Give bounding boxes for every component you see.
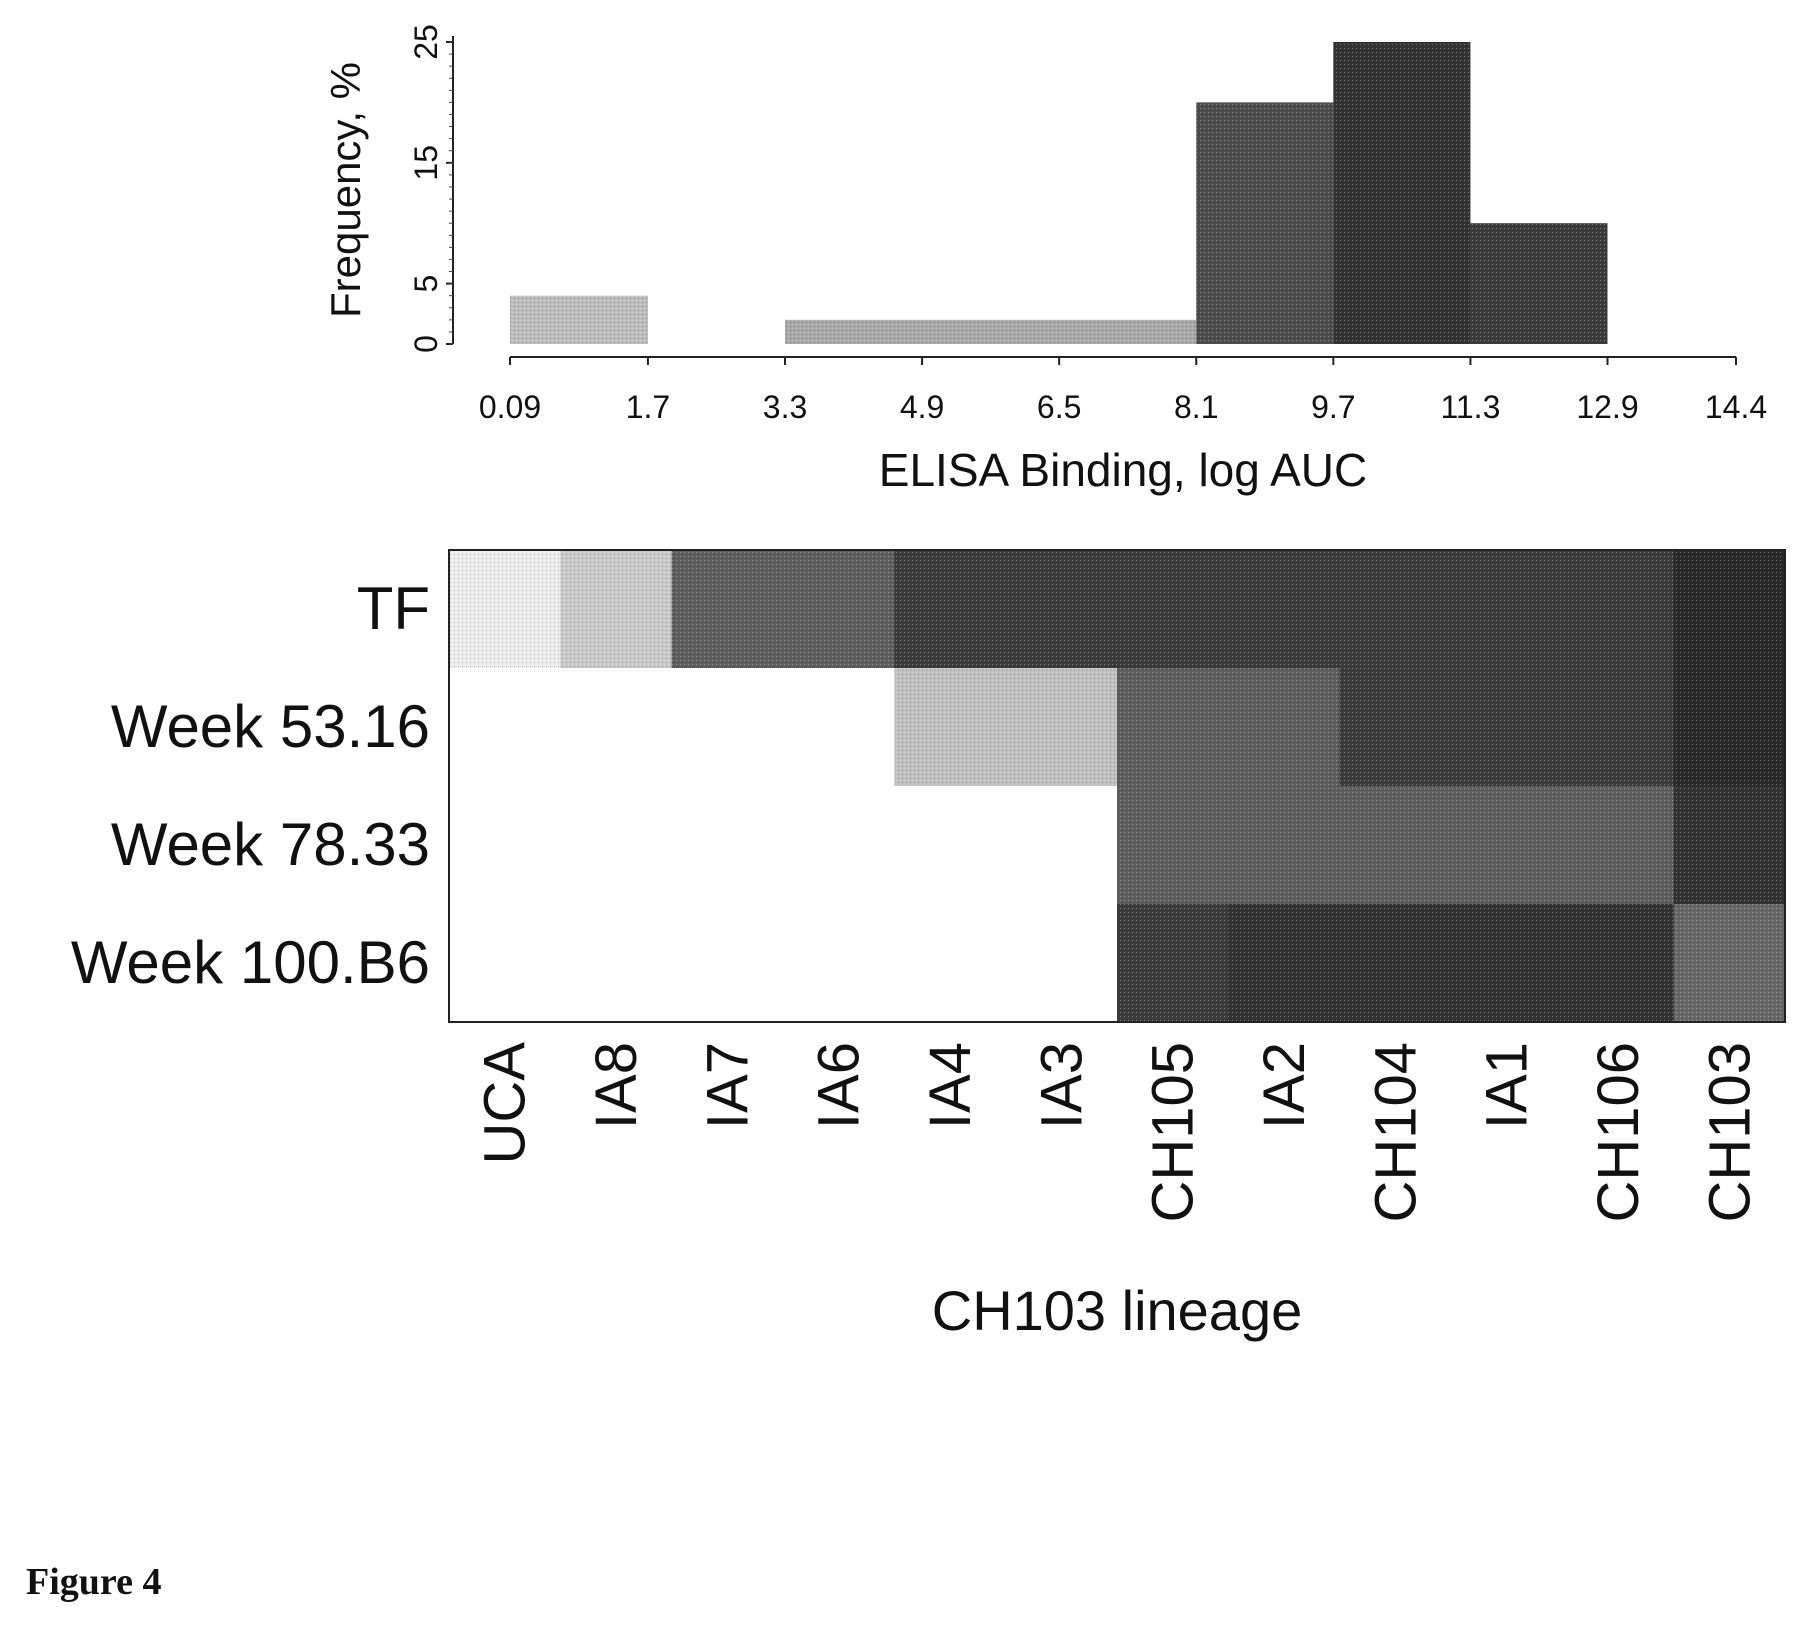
- heatmap-cell-texture: [1673, 668, 1786, 787]
- histogram-bars: [510, 42, 1608, 345]
- heatmap-cell: [449, 786, 561, 905]
- heatmap-cell-texture: [1228, 904, 1341, 1023]
- heatmap-cell: [783, 904, 895, 1023]
- heatmap-cell-texture: [1117, 550, 1229, 669]
- heatmap-cell-texture: [1228, 668, 1341, 787]
- histogram-bar-texture: [1333, 42, 1471, 344]
- heatmap-cell-texture: [1451, 786, 1563, 905]
- heatmap-cell-texture: [1562, 786, 1675, 905]
- heatmap-cell-texture: [1339, 786, 1452, 905]
- histogram-bar-texture: [510, 295, 648, 344]
- histogram-bar-texture: [1470, 223, 1608, 344]
- heatmap-x-axis-label: CH103 lineage: [932, 1279, 1302, 1342]
- heatmap-cell-texture: [1673, 904, 1786, 1023]
- histogram-x-tick-label: 8.1: [1174, 389, 1218, 425]
- heatmap-column-label: IA4: [918, 1042, 983, 1129]
- heatmap-cell-texture: [1339, 550, 1452, 669]
- heatmap-chart: TF Week 53.16 Week 78.33 Week 100.B6 UCA IA8…: [71, 549, 1786, 1342]
- heatmap-cell-texture: [1451, 550, 1563, 669]
- heatmap-cell: [671, 668, 784, 787]
- heatmap-cell: [1005, 904, 1118, 1023]
- heatmap-cell-texture: [1228, 550, 1341, 669]
- heatmap-column-label: IA6: [807, 1042, 872, 1129]
- histogram-x-tick-label: 0.09: [479, 389, 541, 425]
- heatmap-column-label: IA3: [1029, 1042, 1094, 1129]
- histogram-y-tick-label: 0: [408, 335, 444, 353]
- heatmap-cell-texture: [449, 550, 561, 669]
- heatmap-cell-texture: [1339, 668, 1452, 787]
- heatmap-column-label: IA8: [584, 1042, 649, 1129]
- histogram-bar-texture: [785, 319, 1197, 344]
- histogram-y-ticks: 0 5 15 25: [408, 24, 453, 353]
- histogram-x-tick-label: 12.9: [1576, 389, 1638, 425]
- histogram-chart: 0 5 15 25 0.09 1.7 3.3 4.9 6.5 8.1 9.7 11.3 12.9 14.…: [322, 24, 1767, 496]
- heatmap-cell-texture: [1228, 786, 1341, 905]
- heatmap-cell-texture: [1673, 550, 1786, 669]
- heatmap-column-label: CH105: [1141, 1042, 1206, 1223]
- histogram-x-tick-label: 9.7: [1311, 389, 1355, 425]
- heatmap-cell: [449, 668, 561, 787]
- histogram-y-axis-label: Frequency, %: [322, 62, 369, 318]
- histogram-x-tick-label: 14.4: [1705, 389, 1767, 425]
- histogram-x-tick-label: 4.9: [900, 389, 944, 425]
- heatmap-cell-texture: [1562, 904, 1675, 1023]
- histogram-x-tick-label: 6.5: [1037, 389, 1081, 425]
- heatmap-cell-texture: [1339, 904, 1452, 1023]
- histogram-x-axis-label: ELISA Binding, log AUC: [879, 444, 1367, 496]
- heatmap-cell: [449, 904, 561, 1023]
- heatmap-column-label: CH103: [1697, 1042, 1762, 1223]
- heatmap-cell-texture: [1562, 550, 1675, 669]
- heatmap-column-label: IA1: [1475, 1042, 1540, 1129]
- heatmap-column-labels: UCA IA8 IA7 IA6 IA4 IA3 CH105 IA2 CH104 IA1 CH106 C…: [473, 1042, 1763, 1223]
- heatmap-cell: [560, 904, 673, 1023]
- heatmap-column-label: UCA: [473, 1042, 538, 1165]
- heatmap-cell-texture: [1673, 786, 1786, 905]
- heatmap-cell-texture: [1451, 668, 1563, 787]
- heatmap-cell-texture: [1005, 550, 1118, 669]
- heatmap-cell-texture: [783, 550, 895, 669]
- heatmap-row-label: Week 78.33: [111, 811, 430, 878]
- histogram-x-tick-label: 1.7: [626, 389, 670, 425]
- heatmap-column-label: CH104: [1363, 1042, 1428, 1223]
- histogram-x-ticks: 0.09 1.7 3.3 4.9 6.5 8.1 9.7 11.3 12.9 14.4: [479, 357, 1767, 425]
- heatmap-cell: [894, 786, 1007, 905]
- heatmap-cell-texture: [1005, 668, 1118, 787]
- heatmap-cell-texture: [1451, 904, 1563, 1023]
- heatmap-row-label: Week 53.16: [111, 693, 430, 760]
- histogram-y-tick-label: 25: [408, 24, 444, 60]
- heatmap-row-label: Week 100.B6: [71, 929, 430, 996]
- heatmap-cell-texture: [671, 550, 784, 669]
- heatmap-cell-texture: [1562, 668, 1675, 787]
- heatmap-row-labels: TF Week 53.16 Week 78.33 Week 100.B6: [71, 575, 430, 996]
- heatmap-cell: [560, 668, 673, 787]
- figure-label: Figure 4: [26, 1561, 162, 1603]
- heatmap-cell-texture: [1117, 786, 1229, 905]
- heatmap-cell: [671, 786, 784, 905]
- heatmap-cell-texture: [560, 550, 673, 669]
- heatmap-cells: [449, 550, 1786, 1023]
- heatmap-cell: [783, 668, 895, 787]
- histogram-bar-texture: [1196, 102, 1334, 345]
- heatmap-frame: [448, 549, 1786, 1023]
- heatmap-column-label: CH106: [1586, 1042, 1651, 1223]
- histogram-x-tick-label: 3.3: [763, 389, 807, 425]
- heatmap-cell: [783, 786, 895, 905]
- heatmap-column-label: IA2: [1252, 1042, 1317, 1129]
- heatmap-column-label: IA7: [695, 1042, 760, 1129]
- heatmap-row-label: TF: [357, 575, 430, 642]
- heatmap-cell: [1005, 786, 1118, 905]
- heatmap-cell: [560, 786, 673, 905]
- histogram-y-tick-label: 5: [408, 275, 444, 293]
- histogram-y-tick-label: 15: [408, 145, 444, 181]
- heatmap-cell: [894, 904, 1007, 1023]
- histogram-x-tick-label: 11.3: [1440, 389, 1500, 425]
- heatmap-cell: [671, 904, 784, 1023]
- heatmap-cell-texture: [1117, 668, 1229, 787]
- heatmap-cell-texture: [894, 668, 1007, 787]
- heatmap-cell-texture: [1117, 904, 1229, 1023]
- heatmap-cell-texture: [894, 550, 1007, 669]
